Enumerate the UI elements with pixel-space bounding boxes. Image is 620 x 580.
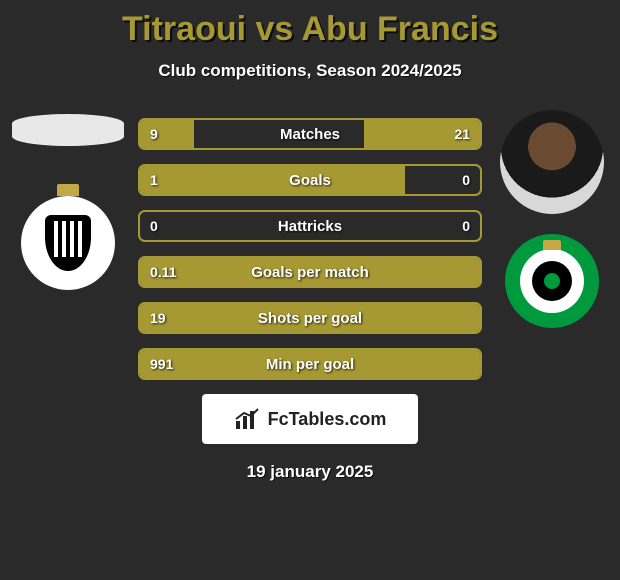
date-line: 19 january 2025 <box>138 462 482 482</box>
ring-icon <box>520 249 584 313</box>
left-club-badge <box>21 196 115 290</box>
page-title: Titraoui vs Abu Francis <box>0 0 620 49</box>
left-player-column <box>8 110 128 290</box>
stat-value-right: 21 <box>454 120 470 148</box>
stat-value-left: 1 <box>150 166 158 194</box>
stat-value-right: 0 <box>462 166 470 194</box>
stat-bar-left <box>140 304 480 332</box>
stat-value-left: 9 <box>150 120 158 148</box>
branding-badge: FcTables.com <box>202 394 418 444</box>
stat-bar-left <box>140 258 480 286</box>
stat-row: 19Shots per goal <box>138 302 482 334</box>
stat-label: Hattricks <box>140 212 480 240</box>
stat-row: 10Goals <box>138 164 482 196</box>
stat-row: 921Matches <box>138 118 482 150</box>
stat-bar-left <box>140 166 405 194</box>
crown-icon <box>543 240 561 250</box>
dot-icon <box>544 273 560 289</box>
stripes-icon <box>50 221 86 257</box>
crown-icon <box>57 184 79 196</box>
chart-icon <box>234 407 262 431</box>
stat-value-left: 0 <box>150 212 158 240</box>
subtitle: Club competitions, Season 2024/2025 <box>0 61 620 81</box>
stat-value-right: 0 <box>462 212 470 240</box>
stats-column: 921Matches10Goals00Hattricks0.11Goals pe… <box>138 118 482 482</box>
shield-icon <box>45 215 91 271</box>
stat-value-left: 991 <box>150 350 173 378</box>
right-player-column <box>492 110 612 328</box>
stat-bar-left <box>140 350 480 378</box>
right-player-photo <box>500 110 604 214</box>
stat-row: 0.11Goals per match <box>138 256 482 288</box>
stat-value-left: 0.11 <box>150 258 176 286</box>
inner-circle-icon <box>532 261 572 301</box>
stat-value-left: 19 <box>150 304 166 332</box>
branding-text: FcTables.com <box>268 409 387 430</box>
stat-bar-left <box>140 120 194 148</box>
stat-row: 0 0Hattricks <box>138 210 482 242</box>
stat-row: 991Min per goal <box>138 348 482 380</box>
left-player-photo <box>12 114 124 146</box>
right-club-badge <box>505 234 599 328</box>
